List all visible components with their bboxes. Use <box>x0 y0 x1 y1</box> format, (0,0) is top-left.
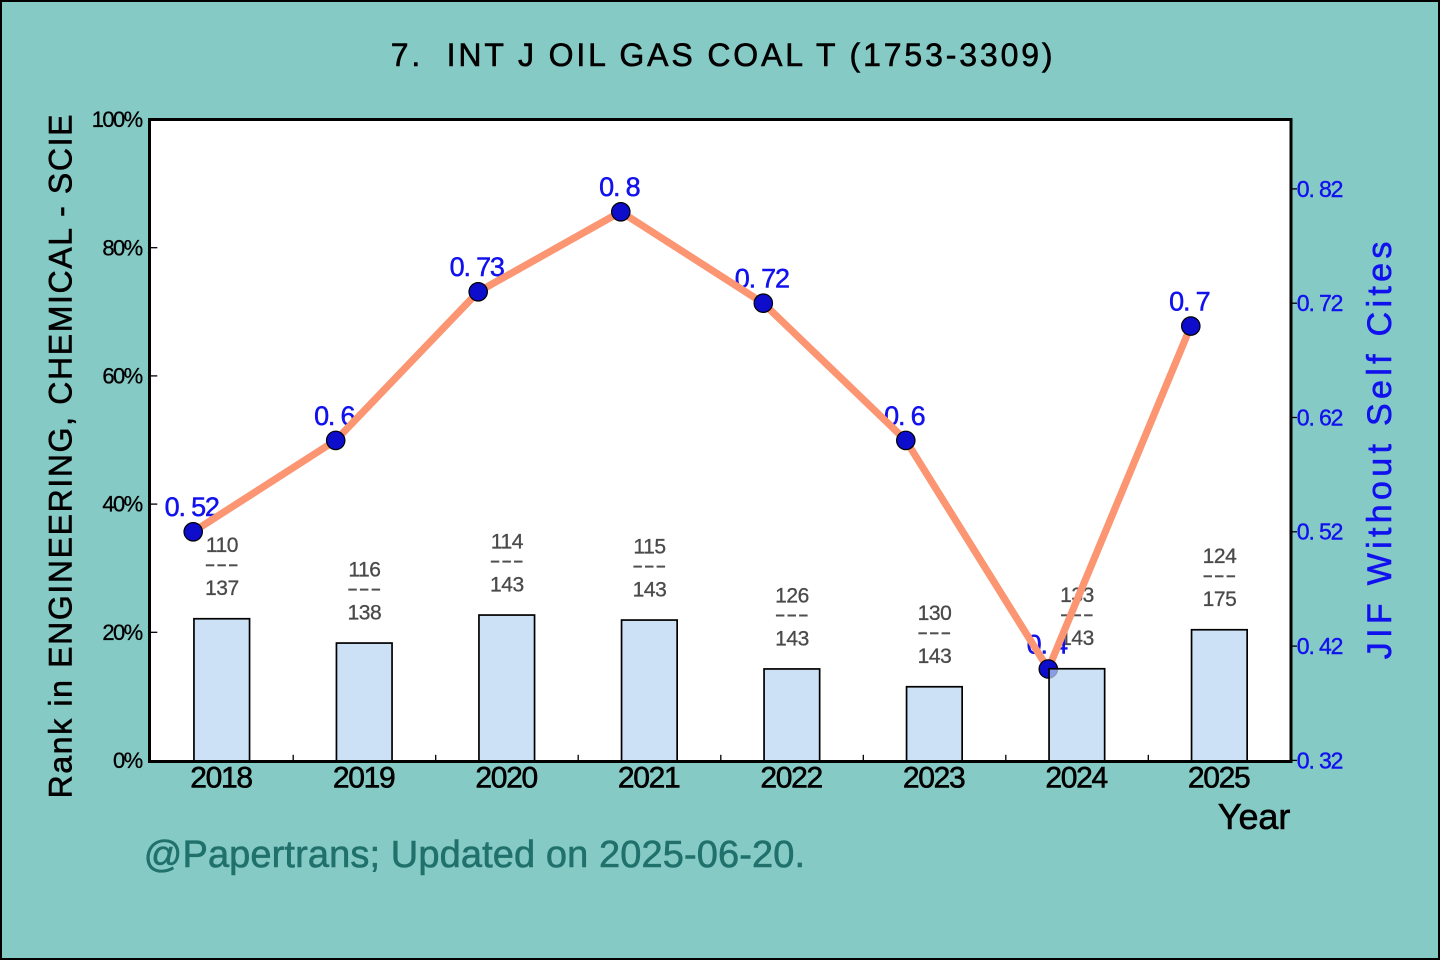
svg-text:137: 137 <box>205 577 239 600</box>
svg-text:7. INT J OIL GAS COAL T (1753: 7. INT J OIL GAS COAL T (1753-3309) <box>391 37 1056 73</box>
svg-text:2021: 2021 <box>618 762 680 795</box>
svg-text:143: 143 <box>775 627 809 650</box>
svg-text:110: 110 <box>206 534 238 557</box>
svg-text:2020: 2020 <box>475 762 537 795</box>
svg-text:175: 175 <box>1203 588 1237 611</box>
svg-text:114: 114 <box>491 531 524 554</box>
svg-text:JIF Without Self Cites: JIF Without Self Cites <box>1361 237 1399 659</box>
svg-text:0%: 0% <box>113 748 143 773</box>
svg-text:0. 7: 0. 7 <box>1169 287 1209 317</box>
svg-text:Rank in ENGINEERING, CHEMICAL: Rank in ENGINEERING, CHEMICAL - SCIE <box>43 113 79 799</box>
svg-text:2019: 2019 <box>333 762 395 795</box>
svg-text:40%: 40% <box>102 492 142 517</box>
svg-text:143: 143 <box>1060 627 1094 650</box>
svg-text:115: 115 <box>633 536 665 559</box>
svg-text:60%: 60% <box>102 364 142 389</box>
svg-text:Year: Year <box>1218 796 1291 837</box>
svg-text:130: 130 <box>918 602 952 625</box>
svg-text:0. 52: 0. 52 <box>1297 519 1343 545</box>
svg-text:@Papertrans; Updated on 2025-0: @Papertrans; Updated on 2025-06-20. <box>144 834 805 876</box>
svg-text:126: 126 <box>775 585 809 608</box>
svg-text:2024: 2024 <box>1045 762 1107 795</box>
svg-text:20%: 20% <box>102 620 142 645</box>
svg-text:0. 73: 0. 73 <box>450 252 504 282</box>
svg-text:0. 82: 0. 82 <box>1297 176 1343 202</box>
svg-text:0. 72: 0. 72 <box>1297 290 1343 316</box>
svg-text:0. 32: 0. 32 <box>1297 747 1343 773</box>
svg-text:143: 143 <box>490 573 524 596</box>
svg-text:0. 8: 0. 8 <box>599 172 639 202</box>
svg-text:124: 124 <box>1203 545 1237 568</box>
svg-text:0. 42: 0. 42 <box>1297 633 1343 659</box>
svg-text:143: 143 <box>633 578 667 601</box>
svg-text:138: 138 <box>348 601 382 624</box>
svg-text:80%: 80% <box>102 235 142 260</box>
svg-text:0. 62: 0. 62 <box>1297 404 1343 430</box>
svg-text:100%: 100% <box>92 107 143 132</box>
svg-text:2022: 2022 <box>760 762 822 795</box>
svg-text:143: 143 <box>918 645 952 668</box>
svg-text:2025: 2025 <box>1188 762 1250 795</box>
svg-text:2023: 2023 <box>903 762 965 795</box>
svg-text:116: 116 <box>348 559 380 582</box>
svg-text:2018: 2018 <box>190 762 252 795</box>
